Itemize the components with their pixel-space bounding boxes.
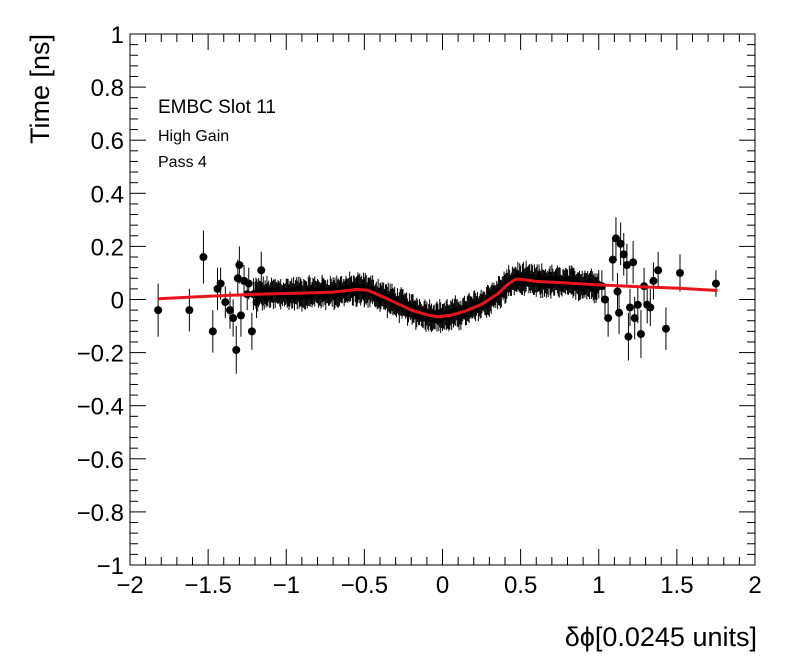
data-point xyxy=(661,324,670,333)
data-point xyxy=(622,260,631,269)
data-point xyxy=(676,268,684,277)
y-tick-label: −0.4 xyxy=(77,394,124,421)
data-point xyxy=(626,303,634,312)
annotation-gain: High Gain xyxy=(158,128,229,145)
data-point xyxy=(229,314,238,323)
x-tick-label: −2 xyxy=(116,572,143,599)
x-tick-label: 0.5 xyxy=(504,572,537,599)
y-tick-label: 1 xyxy=(111,22,124,49)
data-point xyxy=(199,253,208,262)
data-point xyxy=(608,255,617,264)
annotation-slot: EMBC Slot 11 xyxy=(158,97,276,118)
data-point xyxy=(233,274,242,283)
data-point xyxy=(226,306,234,315)
data-point xyxy=(615,308,624,317)
data-point xyxy=(252,298,261,307)
data-point xyxy=(616,239,625,248)
data-point xyxy=(244,279,253,288)
x-tick-label: −1.5 xyxy=(184,572,231,599)
y-tick-label: 0.2 xyxy=(91,234,124,261)
data-point xyxy=(629,258,638,267)
data-point xyxy=(154,306,163,315)
data-point xyxy=(208,327,217,336)
x-tick-label: 0 xyxy=(436,572,449,599)
data-point xyxy=(613,287,622,296)
data-point xyxy=(630,314,639,323)
x-tick-label: −1 xyxy=(273,572,300,599)
plot-frame xyxy=(129,33,756,566)
y-tick-labels: −1 −0.8 −0.6 −0.4 −0.2 0 0.2 0.4 0.6 0.8 1 xyxy=(77,22,124,580)
data-point xyxy=(235,260,244,269)
data-point xyxy=(221,298,230,307)
data-point xyxy=(257,266,266,275)
annotation-pass: Pass 4 xyxy=(158,154,207,171)
data-point xyxy=(619,250,628,259)
y-tick-label: −1 xyxy=(97,553,124,580)
x-tick-labels: −2 −1.5 −1 −0.5 0 0.5 1 1.5 2 xyxy=(116,572,761,599)
data-point xyxy=(646,303,655,312)
x-tick-label: −0.5 xyxy=(341,572,388,599)
data-point xyxy=(247,327,256,336)
y-tick-label: 0.8 xyxy=(91,75,124,102)
data-point xyxy=(654,266,663,275)
y-tick-label: 0 xyxy=(111,288,124,315)
x-tick-label: 1 xyxy=(592,572,605,599)
data-point xyxy=(624,332,633,341)
data-point xyxy=(649,276,658,285)
data-point xyxy=(636,330,645,339)
data-point xyxy=(601,295,609,304)
data-point xyxy=(633,300,642,309)
data-point xyxy=(611,234,620,243)
x-axis-title: δϕ[0.0245 units] xyxy=(565,622,757,652)
y-axis-title: Time [ns] xyxy=(25,34,55,144)
y-tick-label: −0.8 xyxy=(77,500,124,527)
data-point xyxy=(711,279,720,288)
y-tick-label: 0.6 xyxy=(91,128,124,155)
data-point xyxy=(232,345,241,354)
data-point xyxy=(236,311,245,320)
data-point xyxy=(185,306,194,315)
y-tick-label: −0.2 xyxy=(77,341,124,368)
y-tick-label: −0.6 xyxy=(77,447,124,474)
fit-curve xyxy=(158,277,718,319)
x-tick-label: 2 xyxy=(748,572,761,599)
y-tick-label: 0.4 xyxy=(91,181,124,208)
data-point xyxy=(216,279,225,288)
x-tick-label: 1.5 xyxy=(660,572,693,599)
data-point xyxy=(604,314,613,323)
